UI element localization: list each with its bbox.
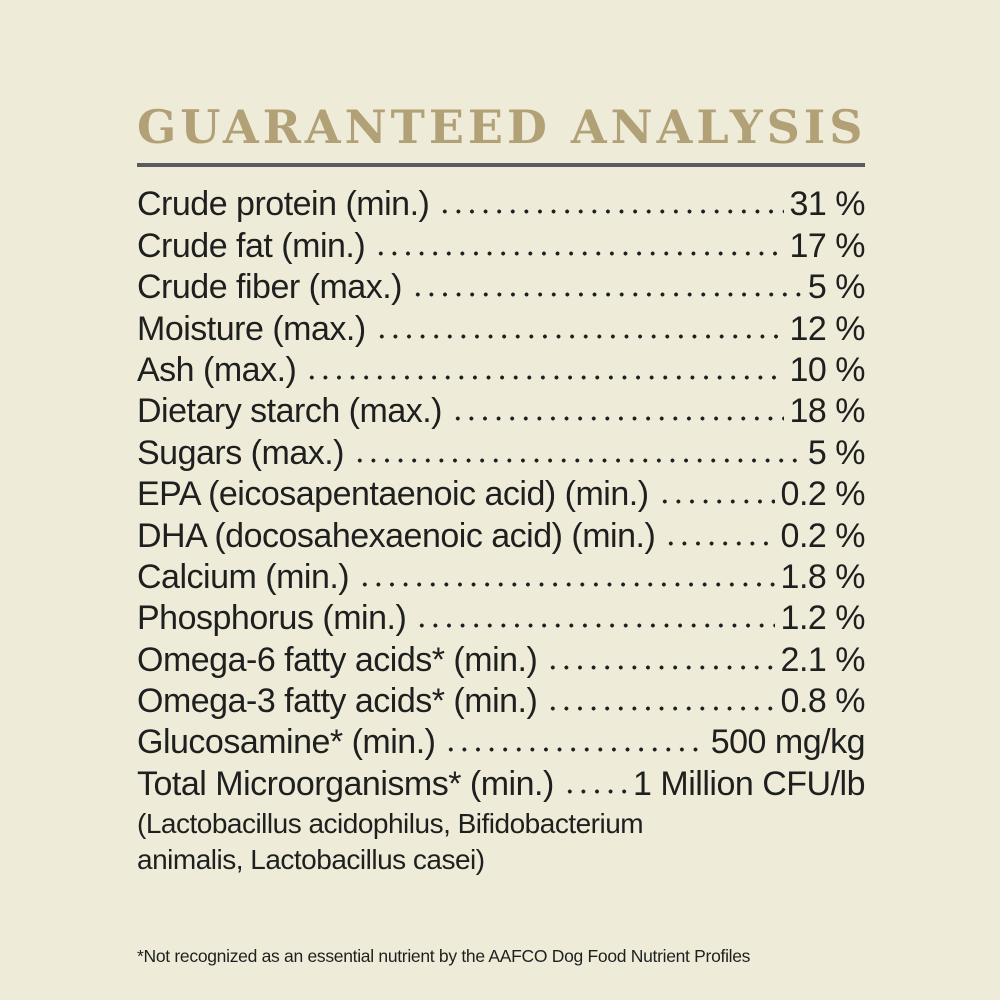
table-row: Total Microorganisms* (min.) 1 Million C… bbox=[137, 759, 865, 803]
nutrient-value: 500 mg/kg bbox=[710, 723, 866, 762]
nutrient-label: Total Microorganisms* (min.) bbox=[137, 764, 554, 803]
dot-leader bbox=[356, 552, 775, 594]
page-title: GUARANTEED ANALYSIS bbox=[137, 100, 867, 154]
nutrient-label: Dietary starch (max.) bbox=[137, 392, 443, 431]
nutrient-value: 0.2 % bbox=[780, 475, 866, 514]
table-row: Sugars (max.) 5 % bbox=[137, 428, 866, 472]
table-row: Phosphorus (min.) 1.2 % bbox=[137, 593, 866, 638]
nutrient-label: Ash (max.) bbox=[137, 350, 297, 389]
nutrient-value: 12 % bbox=[789, 309, 866, 348]
table-row: Dietary starch (max.) 18 % bbox=[137, 386, 866, 431]
nutrient-label: Sugars (max.) bbox=[137, 433, 345, 472]
nutrient-label: Crude fiber (max.) bbox=[137, 268, 402, 307]
nutrient-label: EPA (eicosapentaenoic acid) (min.) bbox=[137, 475, 649, 514]
dot-leader bbox=[351, 428, 802, 470]
guaranteed-analysis-panel: GUARANTEED ANALYSIS Crude protein (min.)… bbox=[137, 100, 867, 878]
microorganism-note-line1: (Lactobacillus acidophilus, Bifidobacter… bbox=[137, 807, 644, 839]
dot-leader bbox=[662, 511, 775, 553]
dot-leader bbox=[408, 262, 802, 305]
nutrient-value: 5 % bbox=[807, 433, 866, 472]
title-divider bbox=[137, 163, 865, 167]
table-row: Ash (max.) 10 % bbox=[137, 345, 866, 389]
analysis-table: Crude protein (min.) 31 % Crude fat (min… bbox=[137, 180, 866, 803]
nutrient-value: 1.8 % bbox=[780, 557, 866, 596]
table-row: Moisture (max.) 12 % bbox=[137, 304, 866, 348]
dot-leader bbox=[655, 469, 775, 512]
nutrient-label: Omega-3 fatty acids* (min.) bbox=[137, 682, 538, 721]
table-row: Omega-3 fatty acids* (min.) 0.8 % bbox=[137, 676, 866, 721]
nutrient-label: Crude fat (min.) bbox=[137, 226, 366, 265]
nutrient-label: DHA (docosahexaenoic acid) (min.) bbox=[137, 516, 656, 555]
table-row: Omega-6 fatty acids* (min.) 2.1 % bbox=[137, 635, 866, 679]
nutrient-value: 2.1 % bbox=[780, 640, 866, 679]
table-row: Glucosamine* (min.) 500 mg/kg bbox=[137, 718, 866, 762]
table-row: Crude fat (min.) 17 % bbox=[137, 221, 866, 265]
dot-leader bbox=[544, 676, 775, 719]
nutrient-value: 10 % bbox=[789, 350, 866, 389]
table-row: Crude protein (min.) 31 % bbox=[137, 180, 866, 224]
dot-leader bbox=[436, 180, 784, 222]
microorganism-note-line2: animalis, Lactobacillus casei) bbox=[137, 843, 485, 875]
table-row: DHA (docosahexaenoic acid) (min.) 0.2 % bbox=[137, 511, 866, 555]
table-row: EPA (eicosapentaenoic acid) (min.) 0.2 % bbox=[137, 469, 866, 514]
dot-leader bbox=[372, 304, 784, 346]
dot-leader bbox=[449, 386, 784, 429]
nutrient-label: Moisture (max.) bbox=[137, 309, 366, 348]
dot-leader bbox=[303, 345, 784, 387]
dot-leader bbox=[413, 593, 775, 636]
nutrient-label: Calcium (min.) bbox=[137, 557, 350, 596]
table-row: Calcium (min.) 1.8 % bbox=[137, 552, 866, 596]
nutrient-label: Omega-6 fatty acids* (min.) bbox=[137, 640, 538, 679]
aafco-footnote: *Not recognized as an essential nutrient… bbox=[137, 946, 751, 966]
dot-leader bbox=[372, 221, 784, 263]
dot-leader bbox=[560, 759, 628, 801]
nutrient-value: 0.2 % bbox=[780, 516, 866, 555]
nutrient-value: 0.8 % bbox=[780, 682, 866, 721]
nutrient-value: 1 Million CFU/lb bbox=[633, 764, 865, 803]
nutrient-value: 5 % bbox=[807, 268, 866, 307]
nutrient-label: Crude protein (min.) bbox=[137, 185, 430, 224]
nutrient-value: 1.2 % bbox=[780, 599, 866, 638]
nutrient-label: Phosphorus (min.) bbox=[137, 599, 407, 638]
nutrient-label: Glucosamine* (min.) bbox=[137, 723, 436, 762]
dot-leader bbox=[442, 718, 705, 760]
microorganism-species-note: (Lactobacillus acidophilus, Bifidobacter… bbox=[137, 806, 865, 878]
nutrient-value: 18 % bbox=[789, 392, 866, 431]
table-row: Crude fiber (max.) 5 % bbox=[137, 262, 866, 307]
nutrient-value: 31 % bbox=[789, 185, 866, 224]
dot-leader bbox=[544, 635, 775, 677]
nutrient-value: 17 % bbox=[789, 226, 866, 265]
